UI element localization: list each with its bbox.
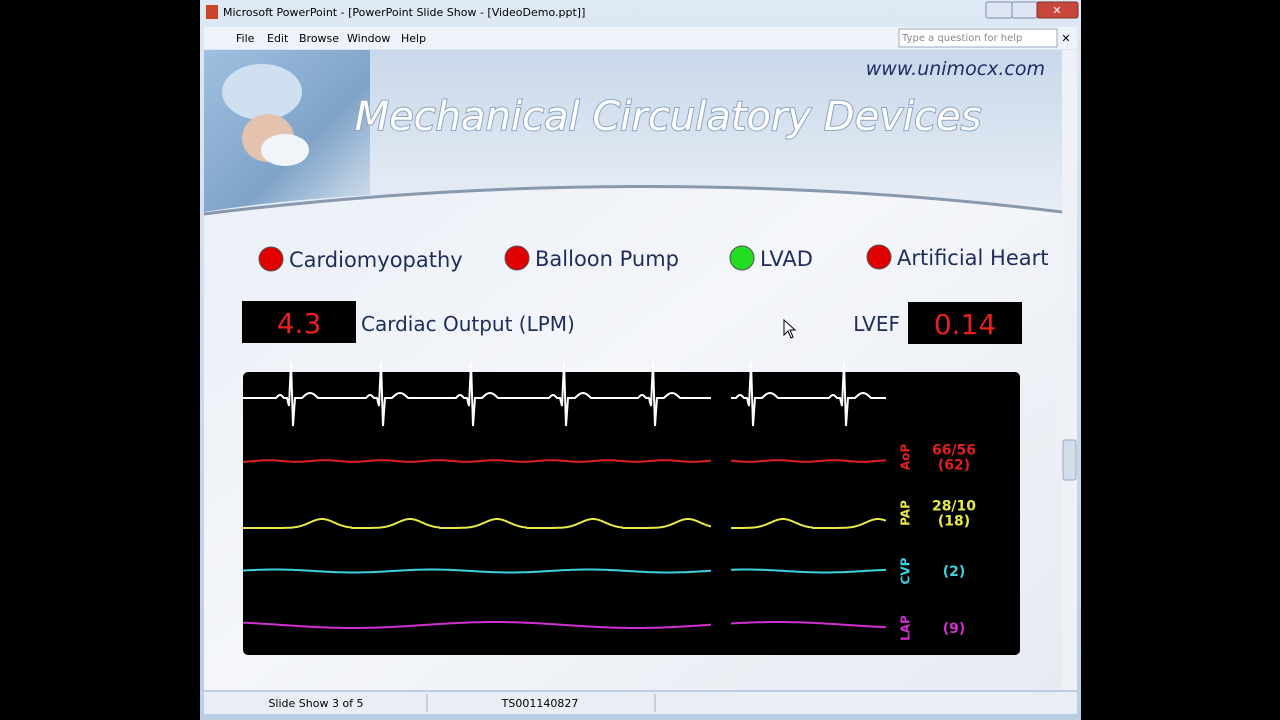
menu-item[interactable]: Edit	[267, 32, 289, 45]
channel-value: (9)	[943, 621, 966, 637]
pressure-trace	[731, 518, 887, 529]
pressure-trace	[730, 568, 887, 574]
indicator-label: Cardiomyopathy	[289, 248, 463, 272]
cardiac-output-box	[242, 301, 356, 343]
help-box[interactable]	[898, 28, 1058, 48]
pressure-trace	[730, 459, 887, 463]
pressure-trace	[242, 568, 711, 574]
scroll-thumb[interactable]	[1062, 439, 1077, 481]
ecg-trace	[243, 361, 711, 427]
photo-cap	[222, 64, 302, 120]
indicators: Cardiomyopathy Balloon Pump LVAD Artificial…	[258, 244, 1049, 272]
channel-name: PAP	[899, 500, 913, 526]
close-button[interactable]	[1036, 1, 1079, 19]
minimize-button[interactable]	[985, 1, 1013, 19]
app-icon	[206, 5, 218, 19]
indicator-label: Artificial Heart	[897, 246, 1049, 270]
ecg-trace	[731, 361, 886, 427]
channel-value: 66/56	[932, 443, 976, 459]
indicator-light	[258, 246, 284, 272]
photo-mask	[261, 134, 309, 166]
cardiac-output-value: 4.3	[277, 307, 322, 340]
close-glyph: ✕	[1052, 4, 1061, 17]
menu-bar	[204, 27, 1077, 49]
menu-items: File Edit Browse Window Help	[236, 32, 426, 45]
pressure-trace	[243, 518, 712, 529]
channel-name: CVP	[899, 557, 913, 584]
lvef-label: LVEF	[853, 312, 900, 336]
menu-item[interactable]: File	[236, 32, 255, 45]
channel-name: LAP	[899, 615, 913, 641]
channel-value: (18)	[938, 514, 970, 530]
menu-close[interactable]: ✕	[1061, 32, 1070, 45]
channel-name: AoP	[899, 444, 913, 471]
monitor-traces: AoP 66/56(62) PAP 28/10(18) CVP (2) LAP (9)	[242, 361, 976, 641]
indicator-light	[866, 244, 892, 270]
menu-item[interactable]: Browse	[299, 32, 339, 45]
status-bar	[204, 692, 1077, 714]
monitor	[243, 372, 1020, 655]
indicator-light	[504, 245, 530, 271]
lvef-value: 0.14	[934, 308, 996, 341]
status-slide: Slide Show 3 of 5	[268, 697, 363, 710]
channel-value: (2)	[943, 564, 966, 580]
cardiac-output-label: Cardiac Output (LPM)	[361, 312, 575, 336]
indicator-label: Balloon Pump	[535, 247, 679, 271]
menu-item[interactable]: Help	[401, 32, 426, 45]
indicator-label: LVAD	[760, 247, 813, 271]
maximize-button[interactable]	[1011, 1, 1038, 19]
pressure-trace	[243, 621, 712, 629]
scrollbar[interactable]	[1062, 50, 1077, 690]
menu-item[interactable]: Window	[347, 32, 390, 45]
slide-header	[204, 50, 1062, 215]
indicator-light	[729, 245, 755, 271]
pressure-trace	[242, 459, 712, 463]
pressure-trace	[730, 621, 886, 629]
channel-value: 28/10	[932, 499, 976, 515]
help-box-text: Type a question for help	[901, 33, 1022, 44]
channel-value: (62)	[938, 458, 970, 474]
mouse-cursor	[783, 318, 797, 339]
window-title: Microsoft PowerPoint - [PowerPoint Slide…	[223, 6, 585, 19]
header-curve	[203, 185, 1063, 216]
slide-title: Mechanical Circulatory Devices	[355, 94, 982, 140]
lvef-box	[908, 302, 1022, 344]
status-id: TS001140827	[501, 697, 579, 710]
slide-url: www.unimocx.com	[866, 58, 1045, 80]
